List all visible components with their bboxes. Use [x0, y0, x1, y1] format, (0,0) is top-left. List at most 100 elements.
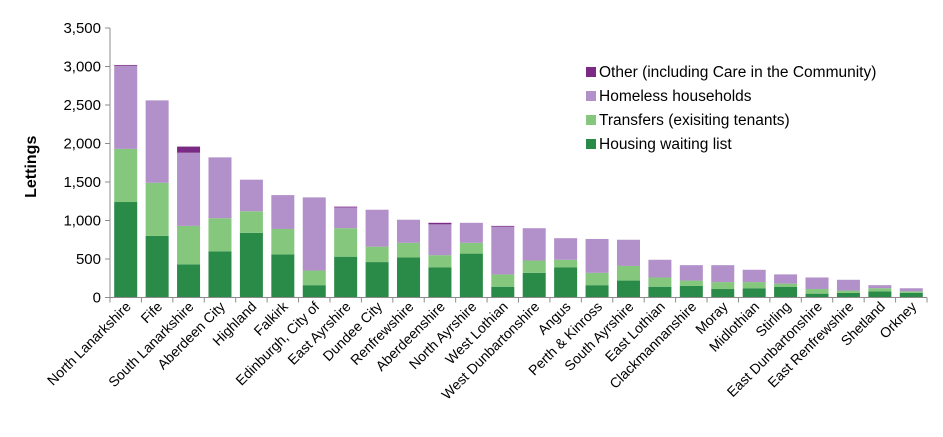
bar-segment — [114, 64, 138, 66]
bar-segment — [208, 251, 232, 298]
bar-segment — [114, 65, 138, 149]
bar-segment — [271, 195, 295, 229]
bar-segment — [177, 152, 201, 226]
bar-segment — [145, 235, 169, 298]
bar-segment — [742, 282, 766, 289]
bar-segment — [491, 226, 515, 275]
bar-segment — [365, 209, 389, 247]
bar-segment — [114, 148, 138, 203]
bar-segment — [836, 292, 860, 298]
bar-segment — [836, 290, 860, 293]
bar-segment — [522, 260, 546, 273]
bar-segment — [397, 219, 421, 243]
y-tick-label: 2,000 — [63, 136, 101, 153]
bar-segment — [868, 291, 892, 298]
bar-segment — [899, 292, 923, 298]
bar-segment — [365, 262, 389, 298]
bar-segment — [554, 238, 578, 260]
bar-segment — [711, 289, 735, 298]
bar-segment — [334, 207, 358, 229]
bar-segment — [554, 259, 578, 268]
bar-segment — [145, 182, 169, 236]
bar-segment — [397, 257, 421, 298]
bar-segment — [585, 238, 609, 273]
bar-segment — [648, 259, 672, 278]
bar-segment — [208, 157, 232, 219]
bar-segment — [428, 222, 452, 225]
bar-segment — [365, 246, 389, 263]
bar-segment — [679, 285, 703, 298]
bar-segment — [711, 265, 735, 283]
y-axis-title: Lettings — [23, 136, 40, 198]
y-tick-label: 2,500 — [63, 97, 101, 114]
bar-segment — [428, 255, 452, 268]
legend-swatch — [586, 139, 596, 149]
bar-segment — [459, 253, 483, 298]
bar-segment — [491, 225, 515, 227]
y-tick-label: 0 — [93, 290, 101, 307]
bar-segment — [522, 228, 546, 261]
legend-label: Homeless households — [599, 88, 752, 105]
bar-segment — [585, 272, 609, 286]
bar-segment — [899, 288, 923, 292]
y-tick-label: 1,500 — [63, 174, 101, 191]
bar-segment — [805, 289, 829, 294]
bar-segment — [805, 293, 829, 298]
bar-segment — [239, 232, 263, 298]
y-tick-label: 3,500 — [63, 20, 101, 37]
y-tick-label: 500 — [76, 251, 101, 268]
bar-segment — [774, 286, 798, 298]
bar-segment — [239, 179, 263, 212]
bar-segment — [616, 280, 640, 298]
bar-segment — [742, 269, 766, 283]
bars — [114, 64, 923, 298]
bar-segment — [428, 267, 452, 298]
bar-segment — [177, 146, 201, 153]
bar-segment — [774, 283, 798, 287]
bar-segment — [491, 286, 515, 298]
bar-segment — [648, 277, 672, 287]
y-axis: 0 500 1,000 1,500 2,000 2,500 3,000 3,500 — [63, 20, 111, 307]
bar-segment — [868, 285, 892, 289]
legend-swatch — [586, 91, 596, 101]
bar-segment — [868, 288, 892, 292]
bar-segment — [177, 225, 201, 265]
bar-segment — [836, 279, 860, 291]
bar-segment — [805, 277, 829, 290]
bar-segment — [679, 280, 703, 286]
legend-label: Transfers (exisiting tenants) — [599, 112, 790, 129]
bar-segment — [742, 288, 766, 298]
bar-segment — [208, 218, 232, 252]
bar-segment — [899, 291, 923, 293]
bar-segment — [585, 285, 609, 298]
bar-segment — [397, 242, 421, 258]
bar-segment — [114, 202, 138, 298]
legend-swatch — [586, 67, 596, 77]
bar-segment — [459, 222, 483, 243]
bar-segment — [334, 206, 358, 208]
bar-segment — [491, 274, 515, 287]
bar-segment — [459, 242, 483, 254]
legend-swatch — [586, 115, 596, 125]
bar-segment — [145, 100, 169, 183]
legend-label: Other (including Care in the Community) — [599, 64, 876, 81]
bar-segment — [302, 285, 326, 298]
legend-label: Housing waiting list — [599, 136, 732, 153]
bar-segment — [522, 272, 546, 298]
bar-segment — [711, 282, 735, 290]
bar-segment — [302, 270, 326, 286]
bar-segment — [774, 274, 798, 284]
bar-segment — [554, 267, 578, 298]
bar-segment — [177, 264, 201, 298]
bar-segment — [271, 228, 295, 255]
bar-segment — [648, 286, 672, 298]
bar-segment — [302, 197, 326, 271]
bar-segment — [334, 228, 358, 257]
bar-segment — [616, 239, 640, 266]
bar-segment — [428, 224, 452, 256]
bar-segment — [616, 265, 640, 281]
y-tick-label: 3,000 — [63, 59, 101, 76]
bar-segment — [239, 211, 263, 233]
